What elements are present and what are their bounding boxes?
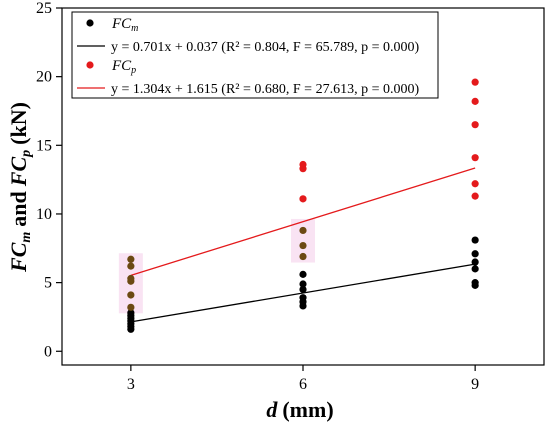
legend-marker-fcp xyxy=(86,61,94,69)
point-fcp-6 xyxy=(299,252,307,261)
data-points xyxy=(127,78,479,333)
point-fcm-15 xyxy=(471,265,479,273)
highlight-layer xyxy=(118,218,315,314)
point-fcm-9 xyxy=(299,294,307,302)
legend-fit-fcm: y = 0.701x + 0.037 (R² = 0.804, F = 65.7… xyxy=(111,40,419,55)
point-fcm-6 xyxy=(127,309,135,317)
y-tick-label-5: 5 xyxy=(44,275,52,292)
point-fcp-15 xyxy=(471,121,479,129)
point-fcp-7 xyxy=(299,241,307,250)
point-fcp-1 xyxy=(127,291,135,299)
x-axis: 3 6 9 xyxy=(127,365,479,393)
point-fcm-10 xyxy=(299,285,307,294)
y-tick-label-0: 0 xyxy=(44,343,52,360)
point-fcp-4 xyxy=(127,262,135,270)
point-fcp-5 xyxy=(127,255,135,263)
point-fcm-12 xyxy=(299,270,307,278)
y-tick-label-15: 15 xyxy=(36,137,52,154)
point-fcp-3 xyxy=(127,274,135,283)
point-fcm-14 xyxy=(471,279,479,287)
y-tick-label-25: 25 xyxy=(36,0,52,17)
point-fcm-18 xyxy=(471,236,479,244)
point-fcp-16 xyxy=(471,97,479,105)
legend-fit-fcp: y = 1.304x + 1.615 (R² = 0.680, F = 27.6… xyxy=(111,82,419,97)
y-tick-label-10: 10 xyxy=(36,206,52,223)
point-fcm-11 xyxy=(299,280,307,288)
point-fcp-11 xyxy=(299,160,307,169)
y-axis-title: FCmandFCp(kN) xyxy=(6,102,34,273)
x-tick-label-3: 3 xyxy=(127,376,135,393)
x-tick-label-9: 9 xyxy=(471,376,479,393)
point-fcp-9 xyxy=(299,195,307,203)
x-axis-title: d (mm) xyxy=(266,397,333,422)
point-fcm-17 xyxy=(471,250,479,258)
point-fcp-14 xyxy=(471,154,479,162)
point-fcp-17 xyxy=(471,78,479,86)
legend-box xyxy=(71,11,439,99)
point-fcp-0 xyxy=(127,303,135,311)
legend-label-fcm: FCm xyxy=(111,16,138,34)
point-fcp-8 xyxy=(299,226,307,235)
point-fcm-16 xyxy=(471,258,479,266)
y-tick-label-20: 20 xyxy=(36,69,52,86)
legend: FCm y = 0.701x + 0.037 (R² = 0.804, F = … xyxy=(71,11,439,99)
x-tick-label-6: 6 xyxy=(299,376,307,393)
legend-label-fcp: FCp xyxy=(111,58,136,76)
y-axis: 0 5 10 15 20 25 xyxy=(36,0,62,360)
fit-line-fcp xyxy=(130,167,476,276)
point-fcp-13 xyxy=(471,180,479,188)
point-fcp-12 xyxy=(471,192,479,200)
legend-marker-fcm xyxy=(86,19,94,27)
